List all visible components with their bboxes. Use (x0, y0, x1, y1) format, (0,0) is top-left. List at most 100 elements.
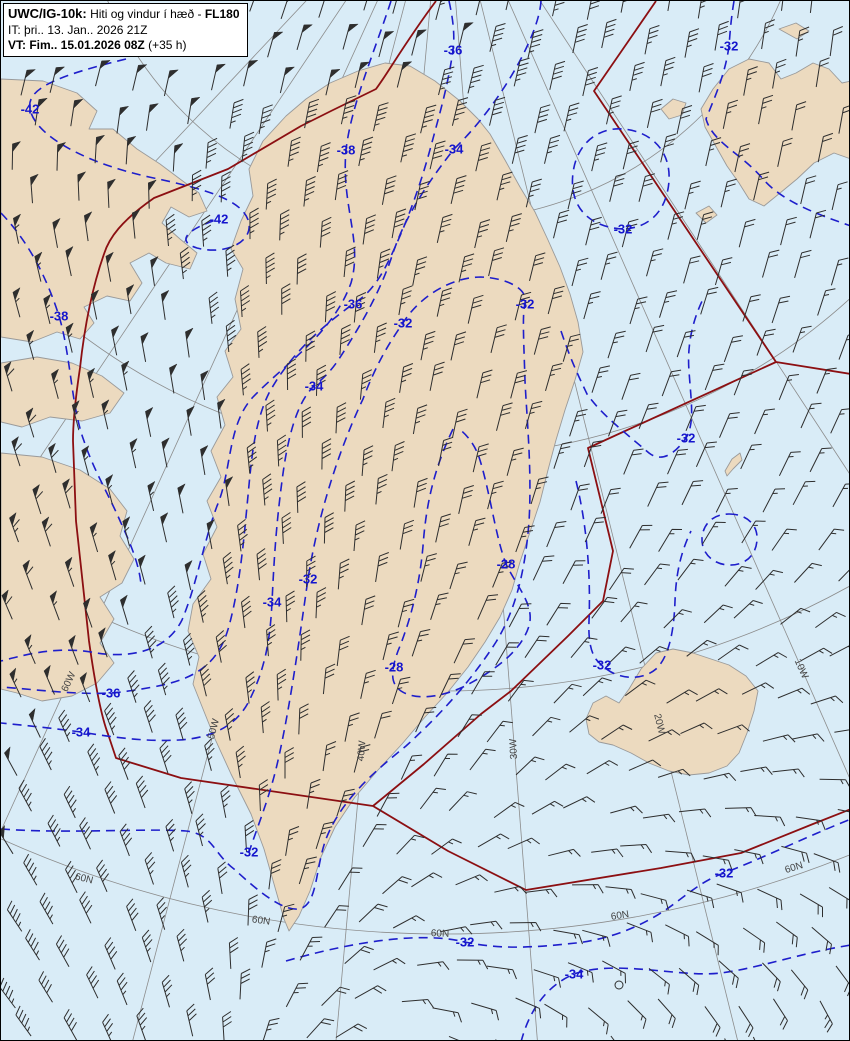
wind-barb (602, 960, 626, 984)
wind-barb (354, 62, 362, 89)
wind-barb (701, 521, 726, 545)
wind-barb (702, 855, 733, 870)
wind-barb (629, 524, 653, 549)
wind-barb (762, 962, 781, 992)
wind-barb (584, 516, 606, 543)
wind-barb (591, 596, 618, 619)
wind-barb (1, 977, 16, 1009)
isotherm-minus38-greenland (1, 1, 392, 662)
wind-barb (582, 929, 611, 947)
wind-barb (800, 647, 833, 662)
wind-barb (582, 677, 612, 697)
wind-barb (507, 837, 540, 850)
wind-barb (667, 448, 688, 475)
wind-barb (185, 331, 190, 358)
wind-barb (224, 480, 230, 507)
wind-barb (515, 756, 545, 776)
wind-barb (431, 838, 462, 855)
wind-barb (303, 176, 316, 207)
wind-barb (335, 1023, 368, 1038)
wind-barb (553, 929, 583, 945)
wind-barb (249, 1, 255, 12)
wind-barb (678, 967, 700, 996)
wind-barb (144, 852, 156, 885)
land-ellesmere (1, 78, 208, 343)
wind-barb (256, 548, 267, 581)
wind-barb (411, 872, 443, 888)
wind-barb (435, 1, 445, 21)
wind-barb (496, 171, 513, 201)
wind-barb (676, 330, 696, 358)
wind-barb (244, 819, 255, 852)
wind-barb (104, 781, 118, 814)
wind-barb (790, 969, 809, 1000)
wind-barb (835, 965, 849, 997)
wind-barb (285, 590, 296, 623)
isotherm-minus34 (1, 1, 542, 742)
land-jan-mayen (724, 452, 743, 477)
wind-barb (686, 639, 717, 657)
wind-barb (47, 814, 61, 847)
wind-barb (147, 485, 155, 512)
wind-barb (135, 775, 149, 809)
wind-barb (382, 631, 399, 661)
wind-barb (571, 257, 589, 287)
wind-barb (183, 632, 195, 666)
wind-barb (165, 818, 176, 852)
wind-barb (570, 637, 598, 659)
wind-barb (163, 70, 171, 97)
wind-barb (703, 772, 737, 782)
wind-barb (107, 181, 110, 208)
wind-barb (493, 801, 525, 819)
wind-barb (378, 31, 387, 58)
wind-barb (186, 1003, 197, 1037)
wind-barb (392, 915, 425, 929)
wind-barb (391, 441, 405, 472)
wind-barb (477, 594, 499, 620)
wind-barb (724, 807, 757, 817)
wind-barb (495, 642, 519, 666)
wind-barb (119, 823, 133, 857)
landmasses (1, 22, 849, 932)
wind-barb (24, 639, 36, 665)
wind-barb (680, 722, 713, 735)
wind-barb (830, 408, 849, 434)
wind-barb (563, 796, 596, 809)
wind-barb (533, 326, 551, 355)
wind-barb (401, 999, 434, 1008)
wind-barb (12, 291, 21, 318)
wind-barb (94, 137, 98, 164)
wind-barb (18, 779, 32, 812)
wind-barb (15, 1005, 32, 1037)
wind-barb (448, 1035, 459, 1040)
wind-barb (549, 60, 566, 90)
wind-barb (145, 411, 152, 437)
init-time-value: þri.. 13. Jan.. 2026 21Z (24, 22, 148, 37)
wind-barb (199, 663, 212, 697)
wind-barb (201, 214, 212, 247)
wind-barb (3, 366, 15, 392)
land-svalbard (700, 58, 849, 207)
wind-barb (625, 679, 656, 697)
wind-barb (241, 131, 255, 163)
wind-barb (644, 25, 660, 55)
wind-barb (433, 753, 458, 777)
wind-barb (258, 779, 269, 812)
wind-barb (265, 399, 276, 432)
wind-barb (451, 97, 469, 126)
wind-barb (684, 28, 700, 58)
wind-barb (156, 897, 167, 930)
wind-barb (546, 602, 571, 626)
wind-barb (677, 558, 704, 581)
wind-barb (51, 373, 59, 399)
wind-barb (105, 478, 113, 505)
wind-barb (396, 62, 405, 88)
wind-barb (715, 488, 738, 513)
wind-barb (570, 483, 590, 511)
wind-barb (86, 966, 100, 999)
wind-barb (515, 997, 542, 1019)
wind-barb (324, 291, 337, 323)
wind-barb (639, 646, 670, 664)
wind-barb (420, 104, 437, 134)
